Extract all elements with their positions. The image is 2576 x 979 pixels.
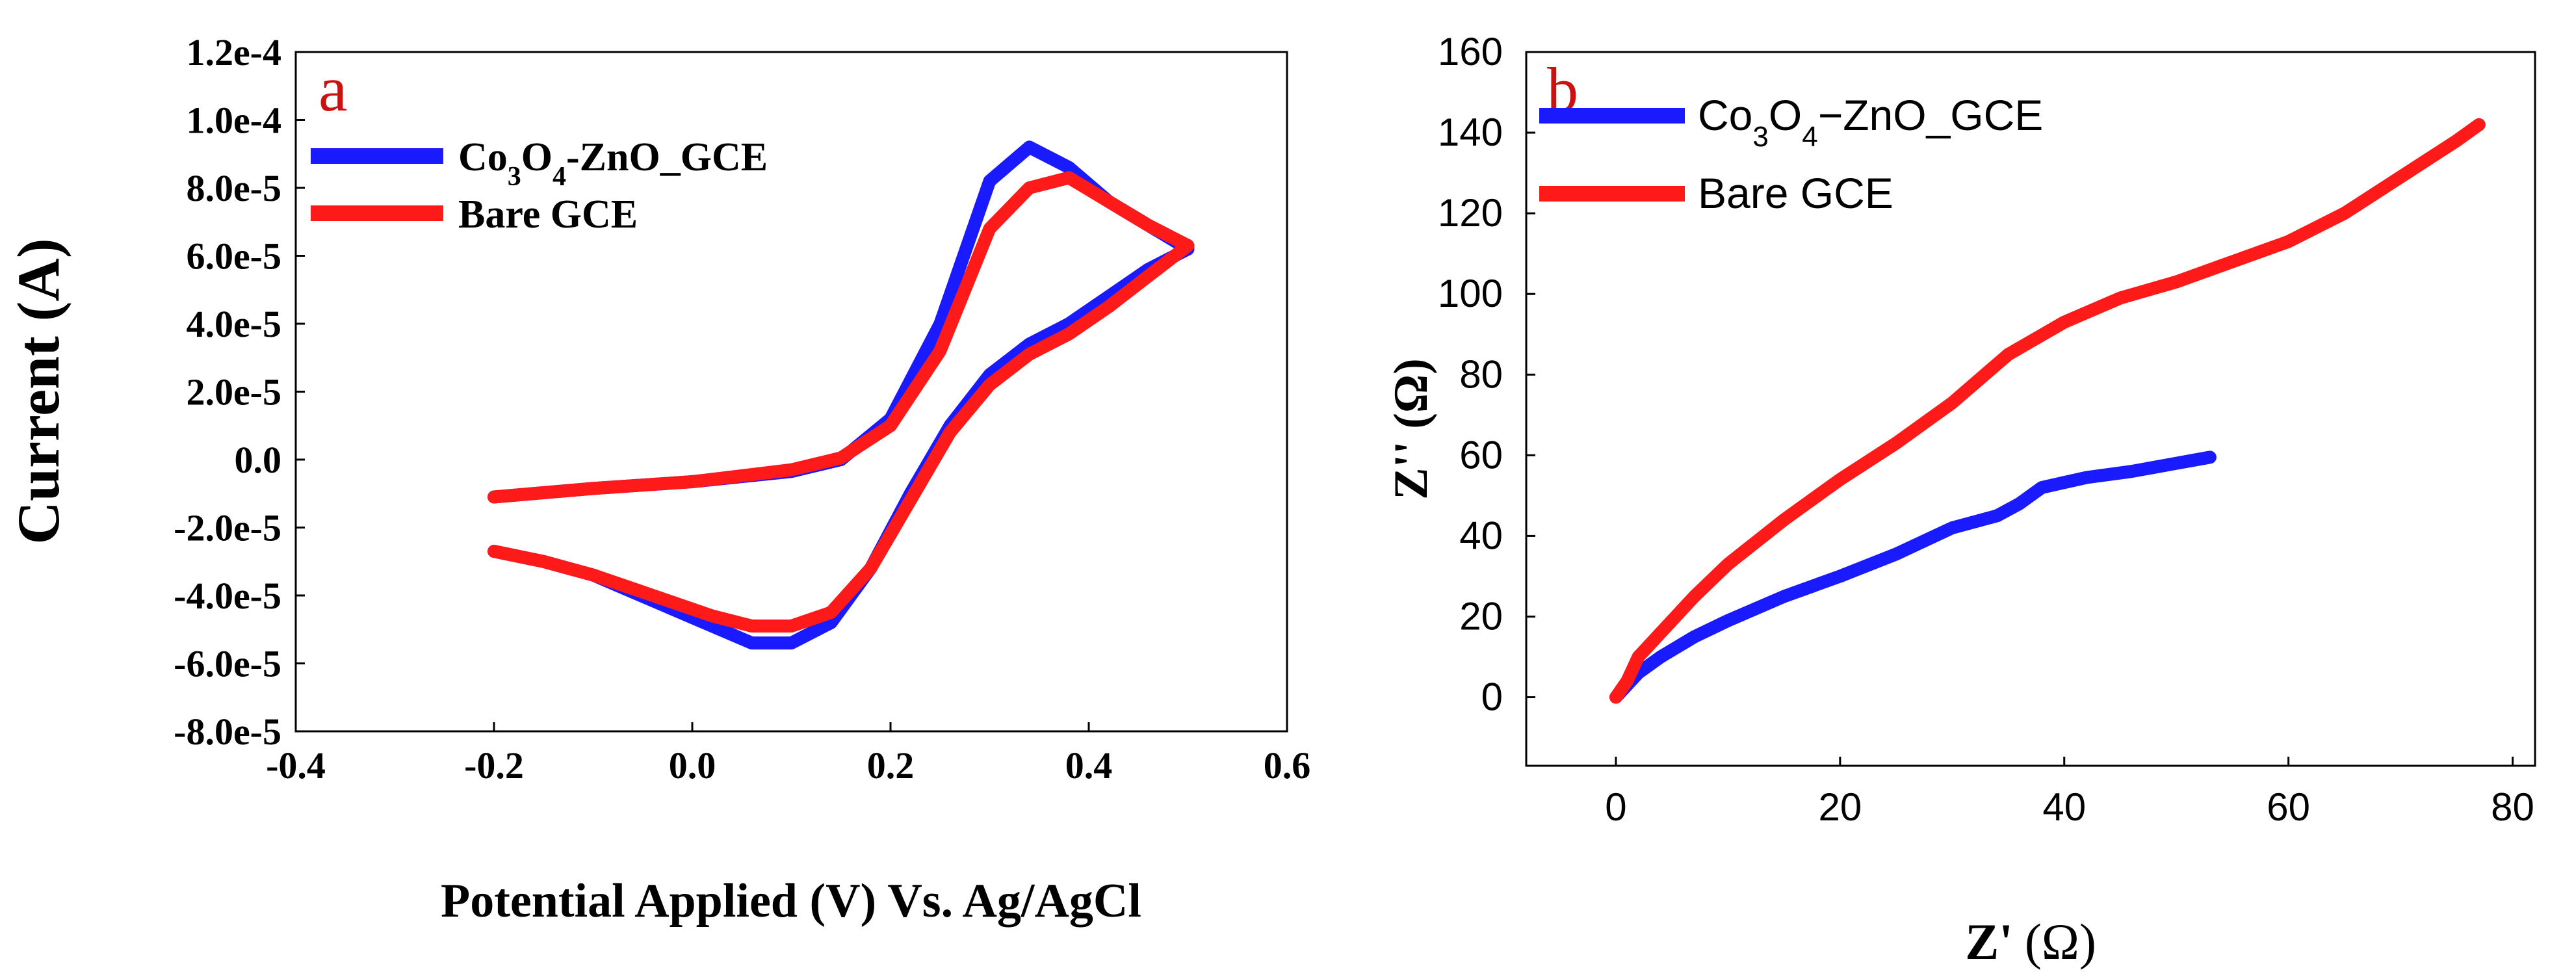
panel-b-legend: Co3O4−ZnO_GCE Bare GCE [1539, 91, 2043, 217]
panel-a-y-tick-label: 2.0e-5 [186, 371, 281, 413]
panel-a-y-ticks: 1.2e-4 1.0e-4 8.0e-5 6.0e-5 4.0e-5 2.0e-5 0.0 -… [174, 31, 305, 753]
panel-a-y-tick-label: 1.0e-4 [186, 99, 281, 142]
panel-a-x-axis-label: Potential Applied (V) Vs. Ag/AgCl [441, 874, 1141, 928]
panel-b-y-tick-label: 40 [1459, 514, 1503, 557]
panel-b-y-tick-label: 100 [1438, 272, 1503, 315]
panel-a-y-tick-label: 1.2e-4 [186, 31, 281, 73]
panel-a-x-tick-label: -0.4 [266, 744, 326, 787]
panel-a-y-tick-label: 0.0 [235, 439, 282, 481]
panel-b-x-tick-label: 40 [2042, 785, 2086, 829]
panel-b-x-tick-label: 0 [1605, 785, 1626, 829]
panel-a-legend-label-bare: Bare GCE [458, 192, 638, 237]
panel-b-y-tick-label: 140 [1438, 111, 1503, 154]
panel-b-legend-label-bare: Bare GCE [1698, 169, 1893, 217]
panel-b-x-tick-label: 20 [1818, 785, 1862, 829]
panel-b-y-tick-label: 60 [1459, 433, 1503, 476]
panel-a-y-tick-label: -2.0e-5 [174, 507, 281, 549]
panel-b-series-bare-gce-line [1609, 118, 2486, 704]
panel-a-legend-label-co3o4: Co3O4-ZnO_GCE [458, 135, 768, 192]
panel-b-legend-label-co3o4: Co3O4−ZnO_GCE [1698, 91, 2043, 153]
panel-b-y-tick-label: 80 [1459, 352, 1503, 396]
panel-b-y-ticks: 0 20 40 60 80 100 120 140 160 [1438, 30, 1535, 719]
panel-a-label: a [319, 53, 347, 125]
panel-b-y-tick-label: 160 [1438, 30, 1503, 73]
panel-a-y-tick-label: -8.0e-5 [174, 711, 281, 753]
panel-a-y-tick-label: 4.0e-5 [186, 303, 281, 345]
panel-a-y-tick-label: -4.0e-5 [174, 575, 281, 617]
panel-b-series-co3o4-zno-gce-line [1609, 450, 2217, 704]
panel-b-series [1609, 118, 2486, 704]
panel-b-x-tick-label: 60 [2267, 785, 2310, 829]
panel-a-y-tick-label: 6.0e-5 [186, 235, 281, 278]
panel-a-x-tick-label: 0.0 [669, 744, 716, 787]
panel-a-cv: 1.2e-41.0e-48.0e-56.0e-54.0e-52.0e-50.0-… [5, 31, 1310, 928]
panel-b-y-tick-label: 20 [1459, 594, 1503, 638]
panel-b-y-tick-label: 0 [1481, 675, 1503, 719]
panel-a-x-tick-label: 0.4 [1065, 744, 1113, 787]
panel-b-x-axis-label: Z' (Ω) [1965, 913, 2096, 970]
panel-b-y-axis-label: Z'' (Ω) [1385, 358, 1438, 500]
panel-a-series-bare-gce-line [488, 171, 1195, 633]
panel-a-x-tick-label: 0.6 [1264, 744, 1311, 787]
panel-a-x-tick-label: 0.2 [867, 744, 915, 787]
panel-a-x-ticks: -0.4 -0.2 0.0 0.2 0.4 0.6 [266, 722, 1310, 787]
panel-a-legend: Co3O4-ZnO_GCE Bare GCE [311, 135, 768, 237]
panel-b-y-tick-label: 120 [1438, 191, 1503, 235]
panel-a-y-axis-label: Current (A) [5, 239, 72, 545]
panel-a-y-tick-label: 8.0e-5 [186, 167, 281, 209]
panel-b-x-tick-label: 80 [2491, 785, 2534, 829]
panel-a-series [488, 140, 1195, 650]
panel-b-plot-frame [1525, 51, 2536, 767]
panel-a-x-tick-label: -0.2 [464, 744, 524, 787]
panel-a-y-tick-label: -6.0e-5 [174, 643, 281, 685]
panel-b-x-ticks: 0 20 40 60 80 [1605, 757, 2534, 829]
